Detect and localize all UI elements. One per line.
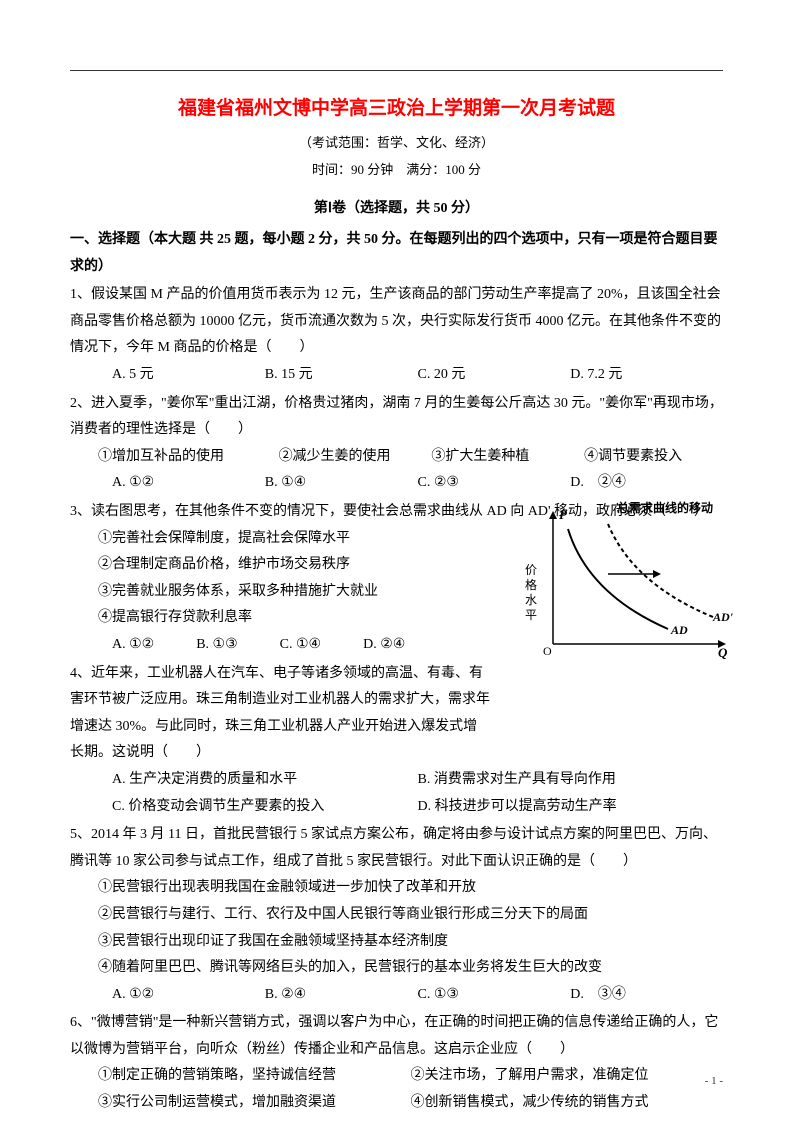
- q2-subopts: ①增加互补品的使用 ②减少生姜的使用 ③扩大生姜种植 ④调节要素投入: [70, 444, 723, 471]
- q4-opt-a: A. 生产决定消费的质量和水平: [112, 767, 418, 794]
- q3-s4: ④提高银行存贷款利息率: [70, 605, 490, 632]
- top-divider: [70, 70, 723, 71]
- question-5: 5、2014 年 3 月 11 日，首批民营银行 5 家试点方案公布，确定将由参…: [70, 822, 723, 1008]
- q5-opt-d: D. ③④: [570, 982, 723, 1009]
- q2-opt-d: D. ②④: [570, 470, 723, 497]
- q4-opt-c: C. 价格变动会调节生产要素的投入: [112, 794, 418, 821]
- question-1: 1、假设某国 M 产品的价值用货币表示为 12 元，生产该商品的部门劳动生产率提…: [70, 282, 723, 388]
- q6-s1: ①制定正确的营销策略，坚持诚信经营: [98, 1063, 411, 1090]
- q6-s4: ④创新销售模式，减少传统的销售方式: [411, 1090, 724, 1117]
- curve-ad2-label: AD': [712, 610, 733, 624]
- exam-title: 福建省福州文博中学高三政治上学期第一次月考试题: [70, 91, 723, 127]
- q1-opt-d: D. 7.2 元: [570, 362, 723, 389]
- q3-s1: ①完善社会保障制度，提高社会保障水平: [70, 526, 490, 553]
- q4-stem: 4、近年来，工业机器人在汽车、电子等诸多领域的高温、有毒、有害环节被广泛应用。珠…: [70, 661, 490, 767]
- question-2: 2、进入夏季，"姜你军"重出江湖，价格贵过猪肉，湖南 7 月的生姜每公斤高达 3…: [70, 391, 723, 497]
- q6-row2: ③实行公司制运营模式，增加融资渠道 ④创新销售模式，减少传统的销售方式: [70, 1090, 723, 1117]
- y-axis-label-3: 水: [525, 593, 537, 607]
- q3-s2: ②合理制定商品价格，维护市场交易秩序: [70, 552, 490, 579]
- section-1-header: 第Ⅰ卷（选择题，共 50 分）: [70, 196, 723, 223]
- q6-row1: ①制定正确的营销策略，坚持诚信经营 ②关注市场，了解用户需求，准确定位: [70, 1063, 723, 1090]
- y-axis-label-4: 平: [525, 608, 537, 622]
- q1-stem: 1、假设某国 M 产品的价值用货币表示为 12 元，生产该商品的部门劳动生产率提…: [70, 282, 723, 362]
- q2-opt-c: C. ②③: [418, 470, 571, 497]
- exam-scope: （考试范围：哲学、文化、经济）: [70, 131, 723, 156]
- q5-opt-a: A. ①②: [112, 982, 265, 1009]
- q5-s3: ③民营银行出现印证了我国在金融领域坚持基本经济制度: [70, 929, 723, 956]
- section-instruction: 一、选择题（本大题 共 25 题，每小题 2 分，共 50 分。在每题列出的四个…: [70, 227, 723, 280]
- q2-s3: ③扩大生姜种植: [431, 444, 584, 471]
- q2-s1: ①增加互补品的使用: [98, 444, 279, 471]
- page-number: - 1 -: [705, 1071, 723, 1092]
- q1-opt-b: B. 15 元: [265, 362, 418, 389]
- q2-opt-b: B. ①④: [265, 470, 418, 497]
- q2-s2: ②减少生姜的使用: [279, 444, 432, 471]
- y-axis-label-1: 价: [525, 563, 537, 577]
- q2-options: A. ①② B. ①④ C. ②③ D. ②④: [70, 470, 723, 497]
- q6-s3: ③实行公司制运营模式，增加融资渠道: [98, 1090, 411, 1117]
- q5-opt-b: B. ②④: [265, 982, 418, 1009]
- q5-s1: ①民营银行出现表明我国在金融领域进一步加快了改革和开放: [70, 875, 723, 902]
- exam-time: 时间：90 分钟 满分：100 分: [70, 158, 723, 183]
- q1-opt-a: A. 5 元: [112, 362, 265, 389]
- q4-options-row1: A. 生产决定消费的质量和水平 B. 消费需求对生产具有导向作用: [70, 767, 723, 794]
- q4-opt-b: B. 消费需求对生产具有导向作用: [418, 767, 724, 794]
- q5-options: A. ①② B. ②④ C. ①③ D. ③④: [70, 982, 723, 1009]
- q3-options: A. ①② B. ①③ C. ①④ D. ②④: [70, 632, 490, 659]
- q2-opt-a: A. ①②: [112, 470, 265, 497]
- q5-stem: 5、2014 年 3 月 11 日，首批民营银行 5 家试点方案公布，确定将由参…: [70, 822, 723, 875]
- q2-s4: ④调节要素投入: [584, 444, 723, 471]
- q3-s3: ③完善就业服务体系，采取多种措施扩大就业: [70, 579, 490, 606]
- graph-region: 总需求曲线的移动 P O Q 价 格 水 平 AD AD' 3、读右图思考，在其…: [70, 499, 723, 820]
- question-4: 4、近年来，工业机器人在汽车、电子等诸多领域的高温、有毒、有害环节被广泛应用。珠…: [70, 661, 723, 821]
- q5-s4: ④随着阿里巴巴、腾讯等网络巨头的加入，民营银行的基本业务将发生巨大的改变: [70, 955, 723, 982]
- axis-p-label: P: [559, 507, 568, 522]
- question-6: 6、"微博营销"是一种新兴营销方式，强调以客户为中心，在正确的时间把正确的信息传…: [70, 1010, 723, 1116]
- axis-origin: O: [543, 644, 552, 658]
- curve-ad-label: AD: [670, 623, 688, 637]
- q6-s2: ②关注市场，了解用户需求，准确定位: [411, 1063, 724, 1090]
- q6-stem: 6、"微博营销"是一种新兴营销方式，强调以客户为中心，在正确的时间把正确的信息传…: [70, 1010, 723, 1063]
- q1-opt-c: C. 20 元: [418, 362, 571, 389]
- q1-options: A. 5 元 B. 15 元 C. 20 元 D. 7.2 元: [70, 362, 723, 389]
- q2-stem: 2、进入夏季，"姜你军"重出江湖，价格贵过猪肉，湖南 7 月的生姜每公斤高达 3…: [70, 391, 723, 444]
- q5-opt-c: C. ①③: [418, 982, 571, 1009]
- demand-curve-svg: P O Q 价 格 水 平 AD AD': [513, 499, 733, 669]
- axis-q-label: Q: [718, 645, 728, 660]
- q5-s2: ②民营银行与建行、工行、农行及中国人民银行等商业银行形成三分天下的局面: [70, 902, 723, 929]
- y-axis-label-2: 格: [525, 577, 537, 592]
- q4-options-row2: C. 价格变动会调节生产要素的投入 D. 科技进步可以提高劳动生产率: [70, 794, 723, 821]
- demand-curve-graph: 总需求曲线的移动 P O Q 价 格 水 平 AD AD': [513, 499, 733, 669]
- q4-opt-d: D. 科技进步可以提高劳动生产率: [418, 794, 724, 821]
- graph-title: 总需求曲线的移动: [617, 497, 713, 520]
